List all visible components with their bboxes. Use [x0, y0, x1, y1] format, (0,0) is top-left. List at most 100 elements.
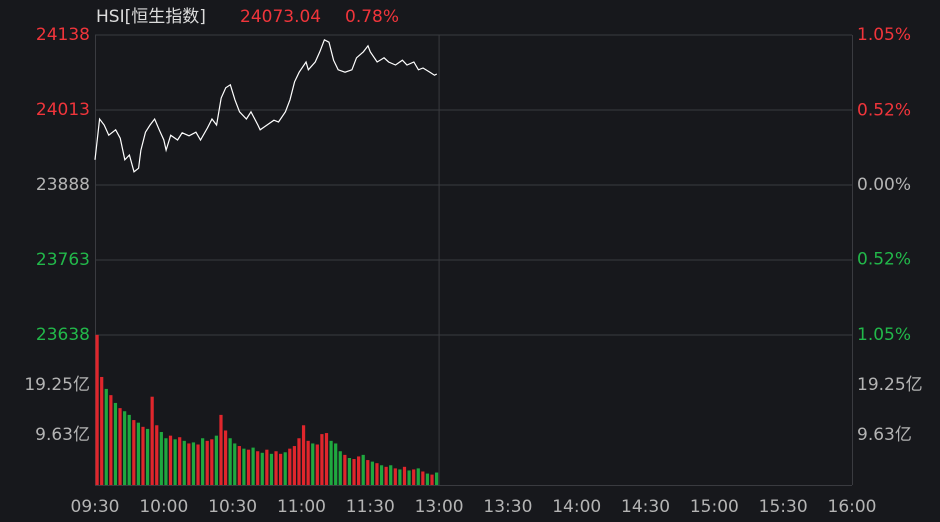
y-tick-label: 19.25亿	[24, 375, 90, 395]
volume-bar	[173, 439, 177, 485]
volume-bar	[297, 438, 301, 485]
x-tick-label: 14:30	[621, 497, 670, 517]
volume-bar	[219, 414, 223, 485]
x-tick-label: 10:00	[139, 497, 188, 517]
y-tick-label: 23763	[36, 250, 90, 270]
volume-bar	[223, 430, 228, 485]
volume-bar	[205, 440, 209, 485]
x-tick-label: 09:30	[71, 497, 120, 517]
volume-bar	[338, 451, 342, 485]
volume-bar	[164, 438, 168, 485]
y-tick-label: 9.63亿	[35, 425, 90, 445]
y-tick-label: 24138	[36, 25, 90, 45]
volume-bar	[366, 460, 370, 485]
y-tick-label: 23638	[36, 325, 90, 345]
volume-bar	[274, 451, 278, 485]
x-tick-label: 13:00	[415, 497, 464, 517]
volume-bar	[393, 468, 397, 485]
volume-bar	[256, 451, 260, 485]
volume-bar	[283, 452, 287, 485]
volume-bar	[145, 428, 150, 485]
volume-bar	[118, 408, 122, 485]
x-tick-label: 10:30	[208, 497, 257, 517]
y-tick-label: 23888	[36, 175, 90, 195]
volume-bar	[324, 433, 329, 485]
volume-bar	[375, 463, 379, 485]
volume-bar	[407, 470, 411, 485]
volume-bar	[233, 443, 237, 485]
volume-bar	[288, 448, 292, 485]
price-line	[94, 38, 438, 173]
volume-bar	[315, 444, 319, 485]
volume-bar	[251, 447, 255, 485]
volume-bar	[123, 411, 127, 485]
volume-bar	[141, 426, 145, 485]
change-percent: 0.78%	[345, 7, 399, 27]
volume-bar	[246, 449, 251, 485]
volume-bar	[361, 454, 365, 485]
volume-bar	[430, 474, 434, 485]
volume-bar	[168, 435, 173, 485]
volume-bar	[214, 435, 218, 485]
volume-bar	[150, 396, 154, 485]
volume-bar	[242, 448, 246, 485]
volume-bar	[412, 469, 416, 485]
x-tick-label: 15:30	[759, 497, 808, 517]
x-tick-label: 11:00	[277, 497, 326, 517]
volume-bar	[301, 425, 306, 485]
volume-bar	[155, 425, 159, 485]
volume-bar	[416, 468, 420, 485]
volume-bar	[191, 442, 196, 485]
volume-bar	[357, 456, 361, 485]
volume-bar	[435, 472, 439, 485]
volume-bar	[182, 440, 186, 485]
volume-bar	[196, 444, 200, 485]
volume-bar	[421, 471, 425, 485]
y2-tick-label: 0.52%	[857, 101, 911, 121]
volume-bar	[334, 443, 338, 485]
index-name: HSI[恒生指数]	[96, 7, 206, 27]
volume-bar	[201, 438, 205, 485]
y-tick-label: 24013	[36, 100, 90, 120]
volume-bar	[329, 440, 333, 485]
volume-bar	[187, 443, 191, 485]
volume-bar	[132, 420, 136, 485]
volume-bar	[370, 461, 374, 485]
last-price: 24073.04	[240, 7, 321, 27]
volume-bar	[228, 438, 232, 485]
volume-bar	[379, 465, 384, 485]
y2-tick-label: 0.00%	[857, 175, 911, 195]
volume-bar	[178, 437, 182, 485]
volume-bar	[306, 440, 310, 485]
volume-bar	[320, 434, 324, 485]
volume-bar	[127, 414, 131, 485]
volume-bar	[398, 469, 402, 485]
volume-bar	[109, 395, 113, 485]
volume-bar	[402, 466, 407, 485]
volume-bar	[210, 439, 214, 485]
volume-bar	[311, 443, 315, 485]
volume-bar	[265, 449, 269, 485]
volume-bar	[237, 446, 241, 485]
volume-bar	[425, 473, 430, 485]
volume-bar	[384, 466, 388, 485]
x-tick-label: 13:30	[483, 497, 532, 517]
volume-bar	[159, 432, 163, 485]
x-tick-label: 14:00	[552, 497, 601, 517]
y2-tick-label: 0.52%	[857, 249, 911, 269]
volume-bar	[343, 454, 347, 485]
volume-bar	[104, 388, 108, 485]
volume-bar	[136, 422, 141, 485]
y-right-tick-label: 19.25亿	[857, 375, 923, 395]
volume-bar	[352, 459, 356, 485]
y2-tick-label: 1.05%	[857, 325, 911, 345]
volume-bar	[260, 452, 264, 485]
x-tick-label: 11:30	[346, 497, 395, 517]
y2-tick-label: 1.05%	[857, 25, 911, 45]
volume-bar	[292, 446, 296, 485]
volume-bar	[100, 376, 104, 485]
volume-bar	[279, 453, 283, 485]
